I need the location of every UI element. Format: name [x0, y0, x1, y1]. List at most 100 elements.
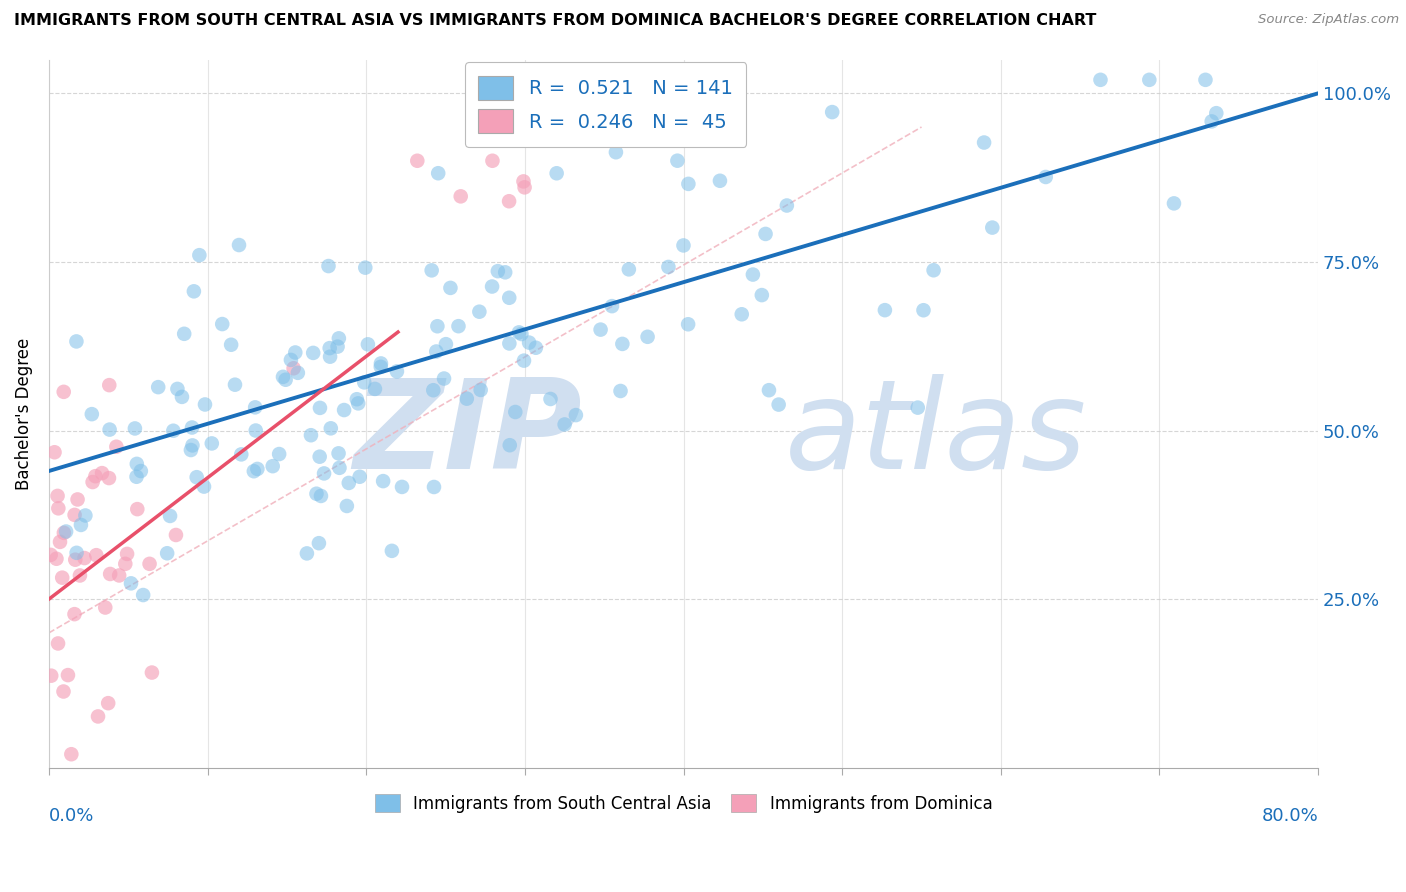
Point	[481, 279, 503, 293]
Point	[141, 665, 163, 680]
Point	[776, 198, 799, 212]
Point	[589, 323, 612, 337]
Point	[326, 340, 349, 354]
Point	[907, 401, 929, 415]
Point	[84, 469, 107, 483]
Point	[284, 345, 307, 359]
Point	[517, 335, 540, 350]
Point	[406, 153, 429, 168]
Point	[115, 547, 138, 561]
Point	[731, 307, 754, 321]
Point	[52, 525, 75, 540]
Y-axis label: Bachelor's Degree: Bachelor's Degree	[15, 337, 32, 490]
Point	[165, 528, 187, 542]
Point	[201, 436, 224, 450]
Point	[609, 384, 631, 398]
Point	[741, 268, 763, 282]
Point	[60, 747, 83, 762]
Point	[63, 508, 86, 522]
Point	[546, 166, 568, 180]
Point	[65, 334, 87, 349]
Point	[49, 535, 72, 549]
Point	[427, 166, 450, 180]
Point	[66, 492, 89, 507]
Point	[425, 344, 447, 359]
Point	[439, 281, 461, 295]
Point	[423, 480, 446, 494]
Point	[180, 443, 202, 458]
Point	[357, 337, 380, 351]
Point	[672, 238, 695, 252]
Point	[87, 709, 110, 723]
Point	[347, 396, 370, 410]
Point	[381, 544, 404, 558]
Point	[391, 480, 413, 494]
Point	[512, 174, 534, 188]
Point	[434, 337, 457, 351]
Point	[481, 153, 503, 168]
Text: ZIP: ZIP	[353, 375, 582, 495]
Point	[494, 265, 516, 279]
Point	[211, 317, 233, 331]
Point	[309, 489, 332, 503]
Point	[510, 326, 533, 341]
Point	[94, 600, 117, 615]
Point	[513, 180, 536, 194]
Legend: Immigrants from South Central Asia, Immigrants from Dominica: Immigrants from South Central Asia, Immi…	[368, 788, 1000, 820]
Point	[173, 326, 195, 341]
Point	[318, 259, 340, 273]
Point	[420, 263, 443, 277]
Point	[245, 424, 267, 438]
Point	[181, 420, 204, 434]
Point	[56, 668, 79, 682]
Point	[456, 392, 478, 406]
Point	[370, 356, 392, 370]
Point	[69, 568, 91, 582]
Point	[922, 263, 945, 277]
Point	[328, 460, 350, 475]
Point	[1205, 106, 1227, 120]
Point	[540, 392, 562, 406]
Point	[336, 499, 359, 513]
Point	[554, 417, 576, 432]
Point	[912, 303, 935, 318]
Point	[120, 576, 142, 591]
Point	[65, 552, 87, 566]
Point	[51, 571, 73, 585]
Point	[637, 330, 659, 344]
Point	[39, 548, 62, 562]
Point	[385, 364, 408, 378]
Point	[246, 462, 269, 476]
Point	[353, 376, 375, 390]
Point	[302, 346, 325, 360]
Point	[219, 337, 242, 351]
Point	[188, 248, 211, 262]
Point	[617, 262, 640, 277]
Point	[186, 470, 208, 484]
Point	[873, 303, 896, 318]
Point	[166, 382, 188, 396]
Point	[97, 696, 120, 710]
Point	[243, 464, 266, 478]
Point	[1201, 114, 1223, 128]
Point	[80, 407, 103, 421]
Text: Source: ZipAtlas.com: Source: ZipAtlas.com	[1258, 13, 1399, 27]
Point	[243, 401, 266, 415]
Point	[287, 366, 309, 380]
Point	[678, 177, 700, 191]
Point	[108, 568, 131, 582]
Point	[98, 566, 121, 581]
Point	[565, 408, 588, 422]
Point	[468, 304, 491, 318]
Point	[513, 353, 536, 368]
Point	[91, 466, 114, 480]
Point	[328, 446, 350, 460]
Point	[132, 588, 155, 602]
Point	[299, 428, 322, 442]
Point	[269, 447, 291, 461]
Point	[55, 524, 77, 539]
Point	[228, 238, 250, 252]
Point	[318, 341, 340, 355]
Point	[370, 359, 392, 374]
Text: IMMIGRANTS FROM SOUTH CENTRAL ASIA VS IMMIGRANTS FROM DOMINICA BACHELOR'S DEGREE: IMMIGRANTS FROM SOUTH CENTRAL ASIA VS IM…	[14, 13, 1097, 29]
